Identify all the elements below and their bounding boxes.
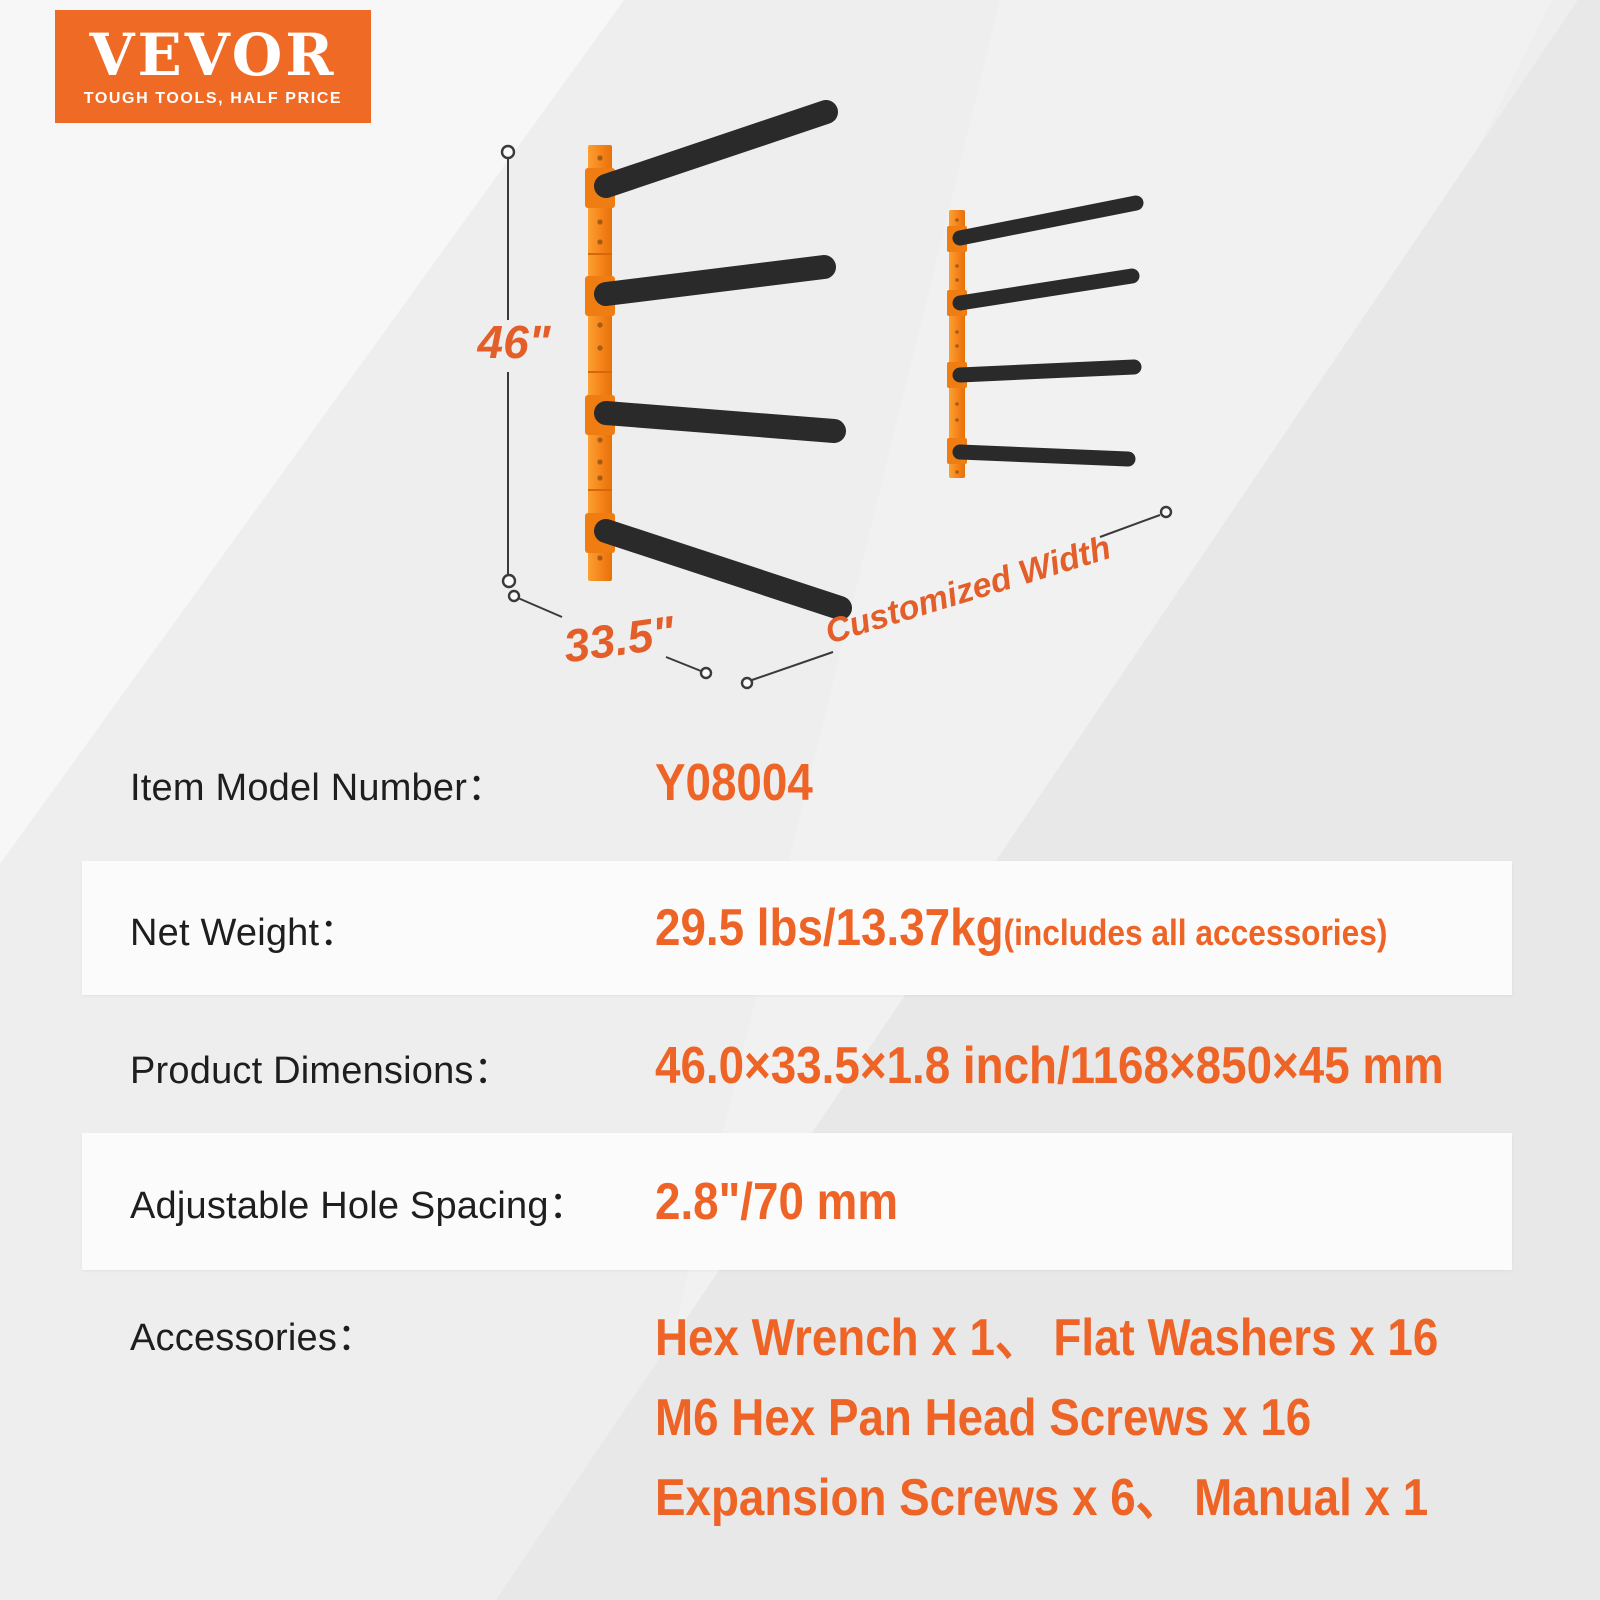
spec-row-accessories: Accessories： Hex Wrench x 1、 Flat Washer…	[130, 1298, 1545, 1538]
spec-label: Adjustable Hole Spacing：	[130, 1185, 587, 1227]
spec-row-product-dimensions: Product Dimensions： 46.0×33.5×1.8 inch/1…	[130, 1032, 1551, 1100]
main-rack-arm-2	[594, 255, 836, 306]
spec-row-net-weight: Net Weight： 29.5 lbs/13.37kg(includes al…	[130, 861, 1487, 995]
small-rack-arm-2	[952, 268, 1140, 311]
dimension-endpoint-circle	[1159, 505, 1173, 519]
small-rack-arm-3	[952, 359, 1142, 383]
accessories-list: Hex Wrench x 1、 Flat Washers x 16 M6 Hex…	[655, 1298, 1545, 1538]
main-rack-arm-3	[594, 401, 846, 443]
accessories-line: M6 Hex Pan Head Screws x 16	[655, 1389, 1312, 1447]
height-dimension: 46"	[477, 144, 552, 589]
spec-value-main: 29.5 lbs/13.37kg	[655, 899, 1004, 957]
spec-row-hole-spacing: Adjustable Hole Spacing： 2.8"/70 mm	[130, 1133, 931, 1270]
small-rack	[947, 195, 1144, 478]
spec-label: Product Dimensions：	[130, 1049, 512, 1092]
vevor-logo: VEVOR TOUGH TOOLS, HALF PRICE	[55, 10, 371, 123]
spec-row-model-number: Item Model Number： Y08004	[130, 750, 834, 816]
width-dimension-label: 33.5"	[560, 605, 679, 672]
dimension-endpoint-circle	[699, 666, 713, 680]
dimension-endpoint-circle	[500, 144, 516, 160]
customized-width-label: Customized Width	[821, 529, 1115, 652]
spec-value: 46.0×33.5×1.8 inch/1168×850×45 mm	[655, 1037, 1444, 1095]
small-rack-arm-1	[952, 195, 1144, 246]
dimension-endpoint-circle	[507, 589, 521, 603]
main-rack-arm-1	[594, 100, 838, 198]
small-rack-arm-4	[952, 444, 1136, 467]
width-dimension: 33.5"	[507, 589, 713, 680]
main-rack	[585, 100, 852, 620]
dimension-endpoint-circle	[740, 676, 754, 690]
spec-value: 29.5 lbs/13.37kg(includes all accessorie…	[655, 898, 1387, 958]
spec-label: Accessories：	[130, 1317, 376, 1359]
accessories-line: Expansion Screws x 6、 Manual x 1	[655, 1469, 1429, 1527]
vevor-logo-word: VEVOR	[89, 20, 337, 89]
spec-value: 2.8"/70 mm	[655, 1172, 899, 1231]
spec-label: Item Model Number：	[130, 766, 506, 809]
spec-value: Y08004	[655, 754, 813, 812]
spec-value-suffix: (includes all accessories)	[1003, 912, 1388, 953]
spec-label: Net Weight：	[130, 911, 358, 954]
accessories-line: Hex Wrench x 1、 Flat Washers x 16	[655, 1309, 1439, 1367]
height-dimension-label: 46"	[477, 316, 552, 368]
dimension-endpoint-circle	[501, 573, 517, 589]
main-rack-arm-4	[594, 519, 852, 620]
vevor-logo-tagline: TOUGH TOOLS, HALF PRICE	[83, 89, 343, 107]
